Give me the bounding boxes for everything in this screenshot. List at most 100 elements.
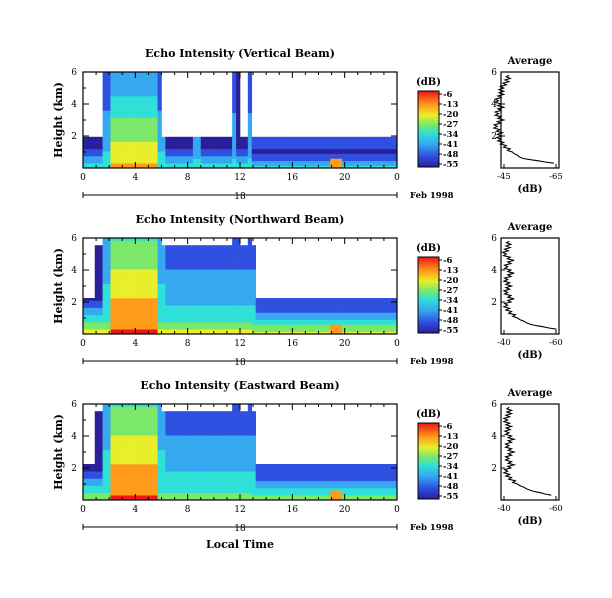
heatmap-cell bbox=[137, 302, 143, 306]
heatmap-cell bbox=[157, 473, 162, 477]
heatmap-cell bbox=[240, 288, 245, 292]
heatmap-cell bbox=[236, 271, 241, 275]
heatmap-cell bbox=[220, 153, 225, 157]
heatmap-cell bbox=[110, 307, 115, 311]
heatmap-cell bbox=[208, 146, 213, 150]
heatmap-cell bbox=[94, 278, 99, 282]
heatmap-cell bbox=[247, 322, 253, 325]
heatmap-cell bbox=[149, 411, 154, 414]
heatmap-cell bbox=[137, 430, 143, 434]
heatmap-cell bbox=[122, 136, 127, 140]
heatmap-cell bbox=[185, 276, 190, 280]
heatmap-cell bbox=[98, 466, 103, 470]
heatmap-cell bbox=[126, 319, 131, 323]
heatmap-cell bbox=[137, 449, 143, 453]
heatmap-cell bbox=[275, 324, 280, 328]
heatmap-cell bbox=[141, 425, 147, 429]
heatmap-cell bbox=[110, 146, 115, 150]
heatmap-cell bbox=[204, 312, 209, 316]
heatmap-cell bbox=[247, 252, 253, 256]
heatmap-cell bbox=[83, 146, 88, 150]
heatmap-cell bbox=[134, 153, 139, 157]
heatmap-cell bbox=[322, 302, 327, 306]
heatmap-cell bbox=[185, 476, 190, 479]
heatmap-cell bbox=[259, 141, 264, 145]
heatmap-cell bbox=[114, 404, 119, 407]
heatmap-cell bbox=[361, 324, 366, 328]
heatmap-cell bbox=[267, 310, 272, 313]
heatmap-cell bbox=[102, 139, 107, 142]
heatmap-cell bbox=[267, 329, 272, 332]
heatmap-cell bbox=[192, 456, 198, 460]
heatmap-cell bbox=[149, 245, 154, 248]
heatmap-cell bbox=[118, 156, 123, 159]
heatmap-cell bbox=[126, 163, 131, 166]
heatmap-cell bbox=[232, 312, 237, 316]
heatmap-cell bbox=[192, 269, 198, 272]
heatmap-cell bbox=[393, 148, 398, 152]
heatmap-cell bbox=[137, 428, 143, 431]
heatmap-cell bbox=[165, 495, 170, 498]
heatmap-cell bbox=[236, 293, 241, 296]
heatmap-cell bbox=[232, 136, 237, 140]
heatmap-cell bbox=[130, 283, 135, 287]
heatmap-cell bbox=[173, 158, 178, 162]
heatmap-cell bbox=[165, 466, 170, 470]
heatmap-cell bbox=[94, 141, 99, 145]
heatmap-cell bbox=[165, 418, 170, 422]
heatmap-cell bbox=[110, 432, 115, 436]
heatmap-cell bbox=[326, 144, 331, 147]
heatmap-cell bbox=[118, 307, 123, 311]
heatmap-cell bbox=[161, 274, 166, 277]
heatmap-cell bbox=[192, 435, 198, 438]
heatmap-cell bbox=[161, 286, 166, 289]
heatmap-cell bbox=[161, 454, 166, 458]
heatmap-cell bbox=[145, 305, 151, 308]
heatmap-cell bbox=[357, 151, 362, 154]
heatmap-cell bbox=[165, 156, 170, 159]
heatmap-cell bbox=[157, 146, 162, 150]
heatmap-cell bbox=[149, 72, 154, 75]
heatmap-cell bbox=[86, 158, 92, 162]
heatmap-cell bbox=[377, 319, 382, 323]
heatmap-cell bbox=[110, 331, 115, 335]
heatmap-cell bbox=[255, 160, 260, 164]
heatmap-cell bbox=[145, 442, 151, 446]
heatmap-cell bbox=[122, 329, 127, 332]
heatmap-cell bbox=[192, 141, 198, 145]
heatmap-cell bbox=[153, 108, 158, 111]
heatmap-cell bbox=[102, 242, 107, 246]
heatmap-cell bbox=[157, 326, 162, 330]
heatmap-cell bbox=[141, 314, 147, 318]
heatmap-cell bbox=[204, 257, 209, 260]
heatmap-cell bbox=[228, 310, 233, 313]
heatmap-cell bbox=[177, 151, 182, 154]
heatmap-cell bbox=[153, 286, 158, 289]
heatmap-cell bbox=[287, 298, 292, 301]
heatmap-cell bbox=[173, 319, 178, 323]
heatmap-cell bbox=[345, 324, 351, 328]
heatmap-cell bbox=[98, 464, 103, 467]
heatmap-cell bbox=[141, 271, 147, 275]
heatmap-cell bbox=[173, 442, 178, 446]
colorbar-tick-label: -13 bbox=[443, 266, 458, 276]
heatmap-cell bbox=[291, 312, 296, 316]
heatmap-cell bbox=[385, 302, 390, 306]
heatmap-cell bbox=[157, 314, 162, 318]
heatmap-cell bbox=[326, 326, 331, 330]
heatmap-cell bbox=[208, 298, 213, 301]
heatmap-cell bbox=[192, 495, 198, 498]
heatmap-cell bbox=[369, 136, 374, 140]
heatmap-cell bbox=[122, 84, 127, 87]
heatmap-cell bbox=[185, 425, 190, 429]
heatmap-cell bbox=[141, 310, 147, 313]
heatmap-cell bbox=[220, 319, 225, 323]
heatmap-cell bbox=[181, 163, 186, 166]
heatmap-cell bbox=[275, 136, 280, 140]
heatmap-cell bbox=[310, 160, 315, 164]
heatmap-cell bbox=[224, 288, 229, 292]
heatmap-cell bbox=[145, 103, 151, 106]
heatmap-cell bbox=[157, 476, 162, 479]
heatmap-cell bbox=[291, 146, 296, 150]
heatmap-cell bbox=[185, 283, 190, 287]
